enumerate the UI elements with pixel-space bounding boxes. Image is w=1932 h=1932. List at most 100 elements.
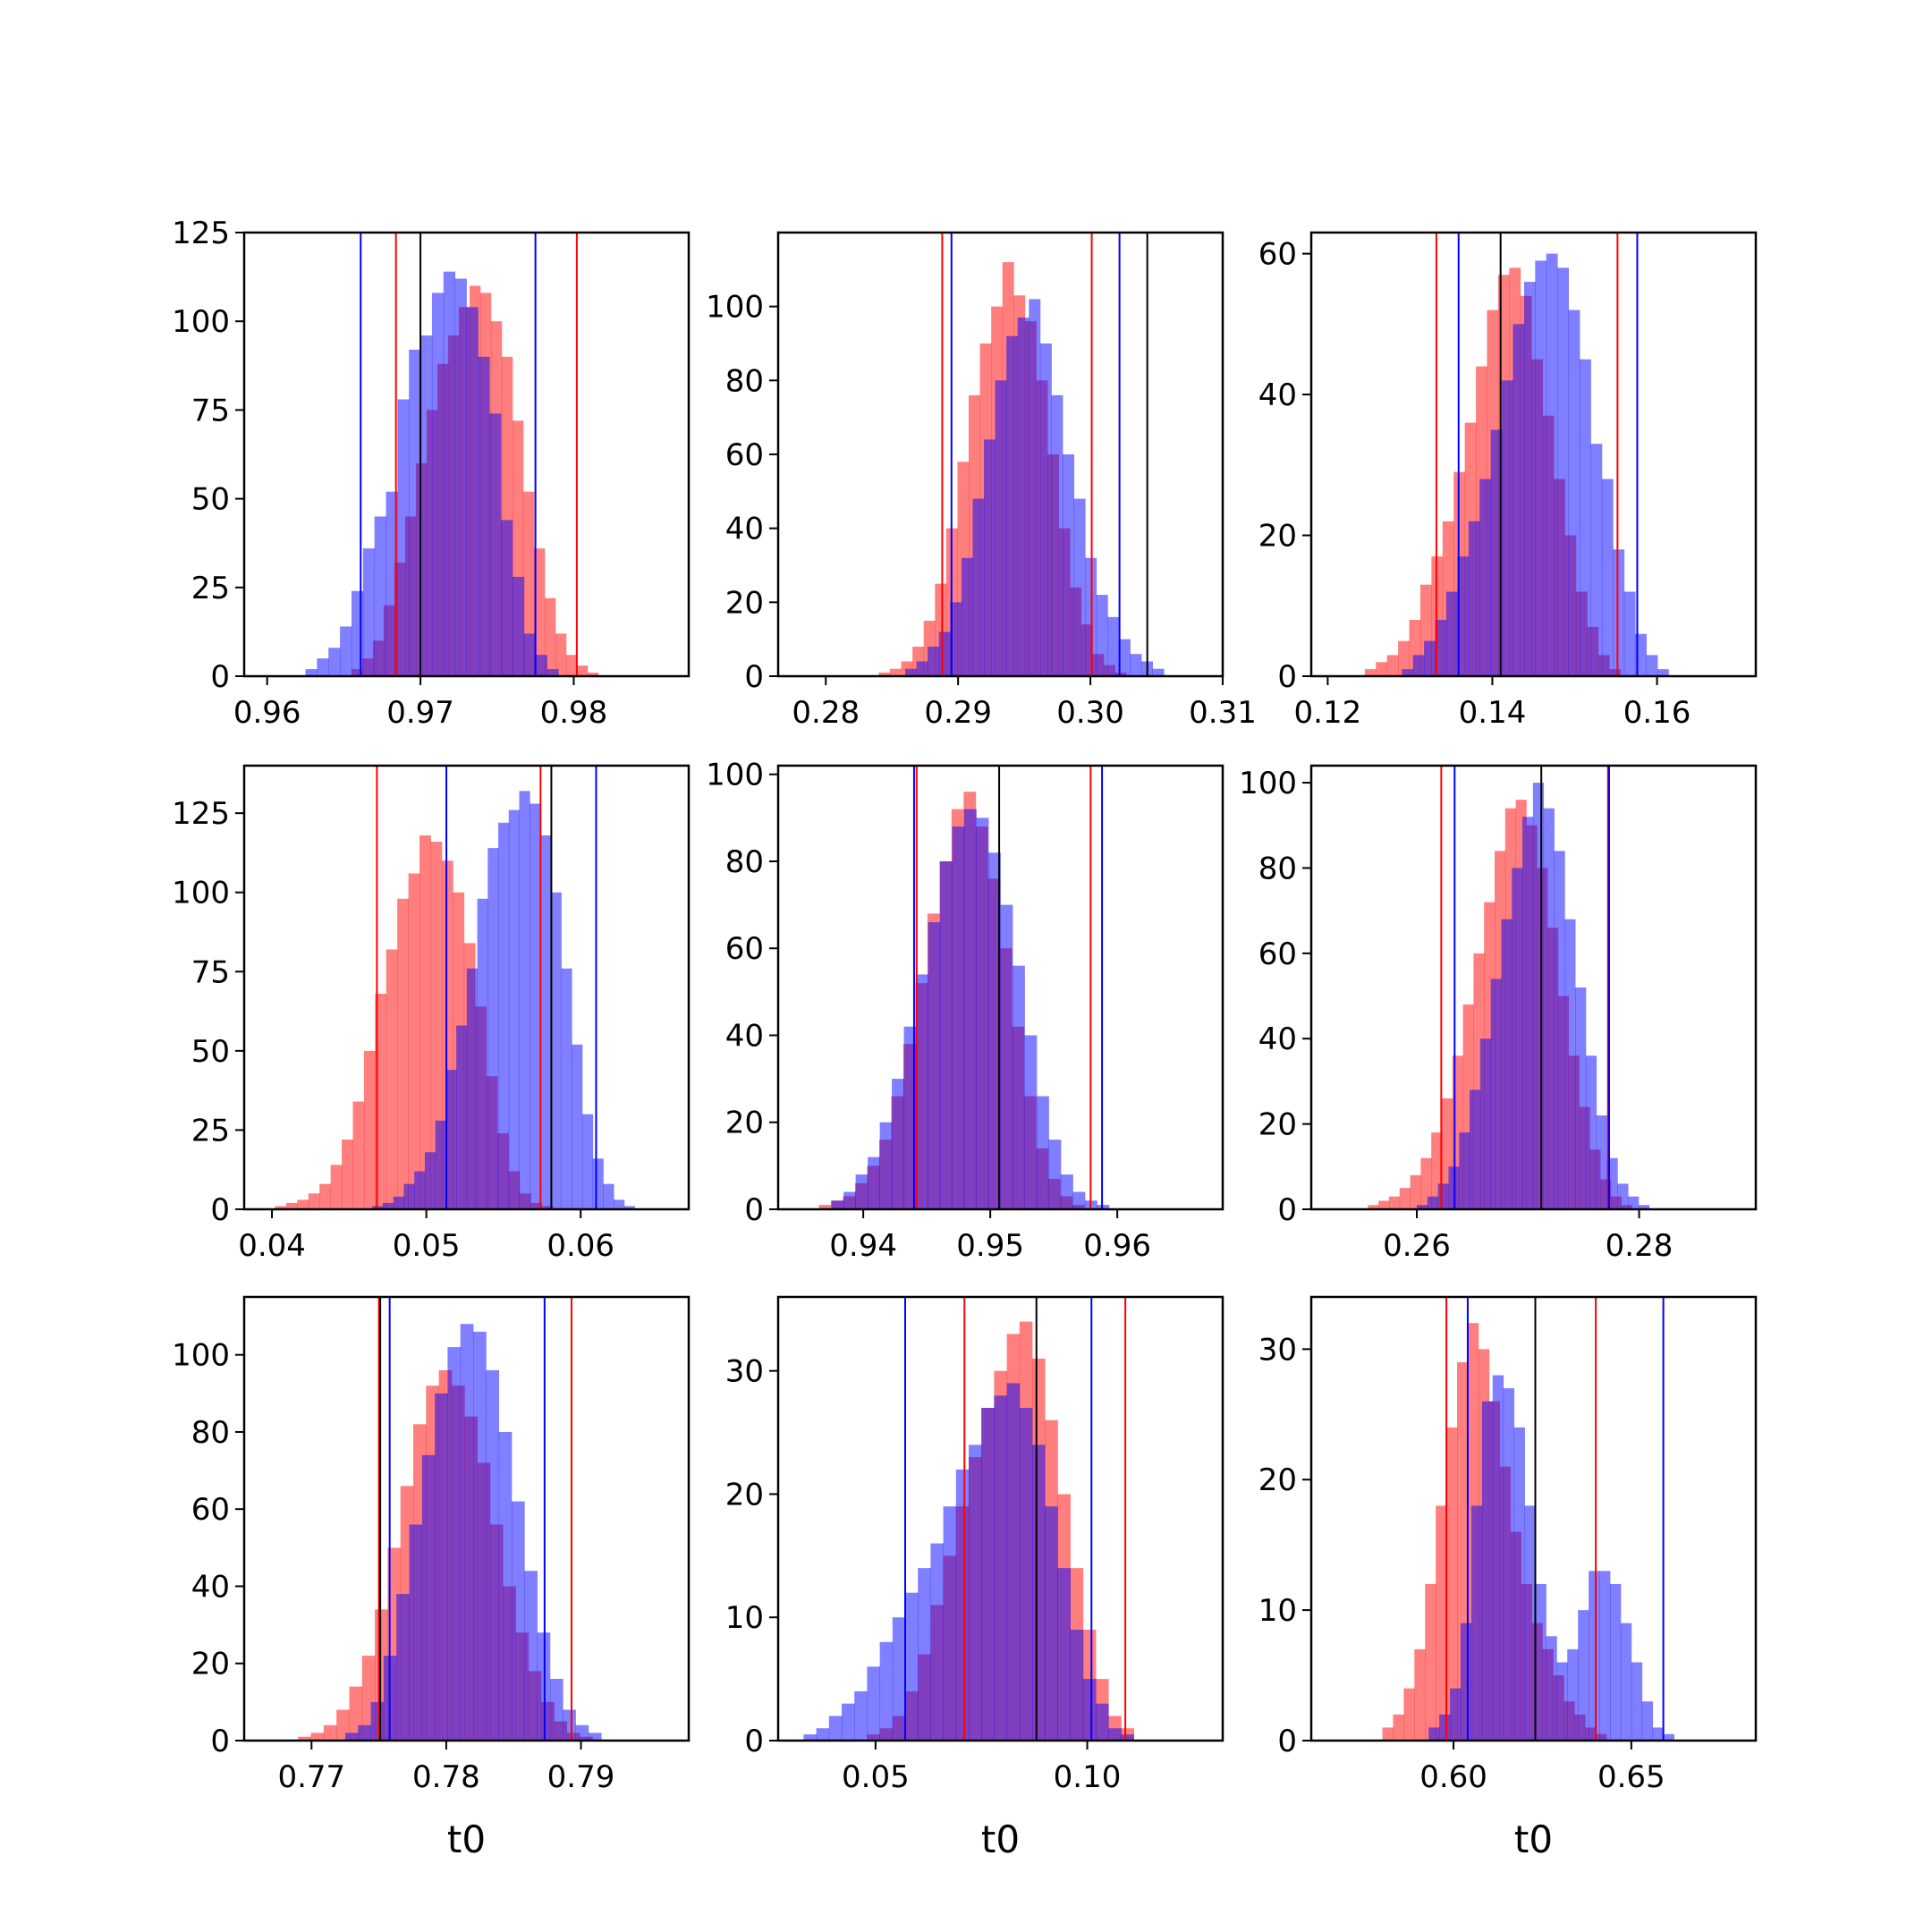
blue-histogram-bar — [1096, 1703, 1109, 1741]
red-histogram-bar — [375, 994, 387, 1209]
blue-histogram-bar — [1435, 620, 1447, 676]
blue-histogram-bar — [1657, 669, 1669, 676]
blue-histogram-bar — [409, 1524, 423, 1741]
blue-histogram-bar — [969, 1445, 982, 1741]
red-histogram-bar — [1393, 1714, 1404, 1741]
red-histogram-bar — [878, 672, 891, 676]
x-axis-label: t0 — [1514, 1818, 1553, 1861]
blue-histogram-bar — [466, 968, 478, 1209]
blue-histogram-bar — [1479, 1038, 1492, 1209]
axes-frame — [242, 1295, 691, 1742]
y-tick-label: 0 — [744, 1724, 764, 1759]
blue-histogram-bar — [1523, 282, 1536, 676]
red-histogram-bar — [430, 842, 443, 1209]
blue-histogram-bar — [409, 349, 421, 676]
blue-histogram-bar — [1457, 556, 1470, 676]
y-tick-label: 75 — [191, 393, 230, 428]
histogram-panel: 0.94 0.95 0.96 0 20 40 60 80 100 — [706, 758, 1224, 1264]
blue-histogram-bar — [523, 633, 537, 676]
blue-histogram-bar — [879, 1122, 893, 1209]
blue-histogram-bar — [1623, 591, 1636, 676]
red-histogram-bar — [285, 1202, 298, 1209]
blue-histogram-bar — [916, 661, 928, 676]
blue-histogram-bar — [854, 1690, 868, 1741]
blue-histogram-bar — [1072, 1191, 1086, 1209]
x-tick-label: 0.26 — [1383, 1228, 1451, 1264]
plot-area — [1382, 1297, 1674, 1741]
blue-histogram-bar — [1445, 591, 1458, 676]
blue-histogram-bar — [1628, 1196, 1640, 1209]
blue-histogram-bar — [868, 1157, 880, 1209]
blue-histogram-bar — [498, 1431, 513, 1741]
y-tick-label: 20 — [725, 1106, 764, 1141]
blue-histogram-bar — [623, 1206, 636, 1209]
blue-histogram-bar — [362, 548, 376, 676]
blue-histogram-bar — [344, 1733, 359, 1741]
blue-histogram-bar — [358, 1724, 371, 1741]
x-tick-label: 0.28 — [1606, 1228, 1674, 1264]
blue-histogram-bar — [1641, 1701, 1654, 1741]
red-histogram-bar — [1410, 1174, 1421, 1209]
blue-histogram-bar — [1036, 1096, 1049, 1209]
blue-histogram-bar — [563, 1709, 576, 1741]
blue-histogram-bar — [473, 1331, 487, 1741]
blue-histogram-bar — [1490, 429, 1503, 676]
plot-area — [298, 1297, 602, 1741]
x-tick-label: 0.96 — [1083, 1228, 1151, 1264]
histogram-panel: 0.28 0.29 0.30 0.31 0 20 40 60 80 100 — [706, 231, 1257, 731]
red-histogram-bar — [275, 1206, 287, 1209]
blue-histogram-bar — [1589, 1571, 1600, 1741]
blue-histogram-bar — [930, 1543, 944, 1741]
red-histogram-bar — [342, 1140, 353, 1209]
red-histogram-bar — [576, 665, 589, 676]
plot-area — [305, 233, 599, 676]
y-tick-label: 50 — [191, 1034, 230, 1070]
blue-histogram-bar — [1601, 479, 1614, 676]
blue-histogram-bar — [1617, 1183, 1629, 1209]
blue-histogram-bar — [803, 1734, 817, 1741]
blue-histogram-bar — [1652, 1727, 1665, 1741]
blue-histogram-bar — [928, 646, 940, 676]
blue-histogram-bar — [1424, 640, 1436, 676]
blue-histogram-bar — [1428, 1727, 1440, 1741]
blue-histogram-bar — [1543, 808, 1555, 1209]
blue-histogram-bar — [1130, 654, 1142, 676]
axes-frame — [776, 1295, 1224, 1742]
x-tick-label: 0.14 — [1459, 695, 1527, 731]
blue-histogram-bar — [1535, 1583, 1546, 1741]
blue-histogram-bar — [1535, 260, 1547, 676]
blue-histogram-bar — [396, 1594, 410, 1741]
blue-histogram-bar — [981, 1408, 995, 1741]
blue-histogram-bar — [1468, 521, 1480, 676]
red-histogram-bar — [310, 1733, 325, 1741]
red-histogram-bar — [298, 1736, 311, 1741]
blue-histogram-bar — [1503, 1388, 1515, 1741]
x-tick-label: 0.05 — [842, 1759, 910, 1795]
blue-histogram-bar — [1585, 1055, 1597, 1209]
blue-histogram-bar — [1479, 479, 1492, 676]
blue-histogram-bar — [1557, 267, 1570, 676]
y-tick-label: 60 — [1258, 237, 1297, 273]
y-tick-label: 20 — [191, 1647, 230, 1682]
blue-histogram-bar — [928, 922, 941, 1209]
blue-histogram-bar — [1060, 1174, 1073, 1209]
histogram-panel: 0.77 0.78 0.79 0 20 40 60 80 100 t0 — [172, 1295, 691, 1861]
blue-histogram-bar — [1051, 394, 1063, 676]
blue-histogram-bar — [550, 892, 562, 1209]
y-tick-label: 100 — [172, 304, 230, 340]
blue-histogram-bar — [842, 1703, 855, 1741]
blue-histogram-bar — [581, 1114, 594, 1209]
blue-histogram-bar — [397, 399, 410, 676]
blue-histogram-bar — [539, 835, 552, 1209]
blue-histogram-bar — [511, 1501, 525, 1741]
y-tick-label: 60 — [725, 931, 764, 967]
red-histogram-bar — [297, 1199, 309, 1209]
red-histogram-bar — [818, 1205, 832, 1209]
red-histogram-bar — [408, 873, 420, 1209]
histogram-panel: 0.26 0.28 0 20 40 60 80 100 — [1239, 764, 1758, 1264]
red-histogram-bar — [587, 673, 599, 676]
red-histogram-bar — [1376, 662, 1388, 676]
y-tick-label: 80 — [725, 844, 764, 880]
blue-histogram-bar — [1057, 1568, 1071, 1741]
red-histogram-bar — [308, 1193, 320, 1209]
